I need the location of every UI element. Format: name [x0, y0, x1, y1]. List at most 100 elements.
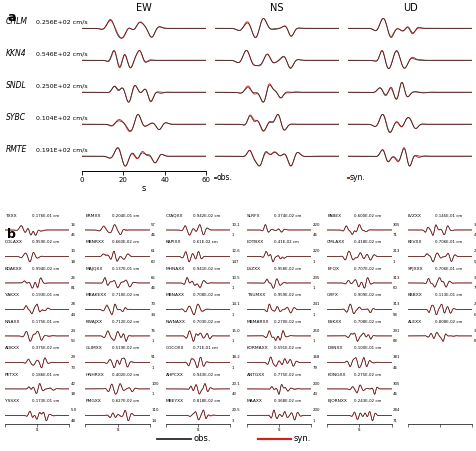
Text: ANTGXX: ANTGXX — [246, 373, 264, 377]
Text: YAKXX: YAKXX — [5, 293, 19, 297]
Text: BJORNXX: BJORNXX — [327, 399, 347, 403]
Text: 79: 79 — [473, 286, 476, 290]
Text: 14: 14 — [151, 419, 156, 423]
Text: 1: 1 — [312, 313, 314, 317]
Text: 0.270E-02 cm: 0.270E-02 cm — [273, 320, 300, 324]
Text: 1: 1 — [151, 339, 153, 343]
Text: 0.707E-02 cm: 0.707E-02 cm — [354, 267, 381, 271]
Text: 147: 147 — [231, 260, 239, 264]
Text: 0.942E-02 cm: 0.942E-02 cm — [193, 214, 220, 218]
Text: 3.45: 3.45 — [473, 276, 476, 280]
Text: 12.6: 12.6 — [231, 249, 240, 253]
Text: 0.41E-02 cm: 0.41E-02 cm — [273, 240, 298, 244]
Text: 76: 76 — [151, 329, 156, 333]
Text: 20.5: 20.5 — [231, 408, 240, 412]
Text: 79: 79 — [312, 366, 317, 370]
Text: BFQX: BFQX — [327, 267, 338, 271]
Text: 0.708E-02 cm: 0.708E-02 cm — [193, 293, 220, 297]
Text: 5.0: 5.0 — [70, 408, 77, 412]
Text: 16: 16 — [70, 223, 75, 227]
Text: 1: 1 — [151, 366, 153, 370]
Text: 43: 43 — [312, 392, 317, 396]
Text: 71: 71 — [392, 419, 397, 423]
Text: 0.775E-02 cm: 0.775E-02 cm — [273, 373, 300, 377]
Text: 43: 43 — [231, 392, 236, 396]
Text: 45: 45 — [70, 233, 75, 237]
Text: 52: 52 — [473, 260, 476, 264]
Text: COLAXX: COLAXX — [5, 240, 22, 244]
Text: 0.191E+02 cm/s: 0.191E+02 cm/s — [35, 147, 87, 152]
Text: 0.256E+02 cm/s: 0.256E+02 cm/s — [35, 19, 87, 24]
Text: 305: 305 — [392, 382, 399, 386]
Text: AHPCXX: AHPCXX — [166, 373, 183, 377]
Text: 0.176E-01 cm: 0.176E-01 cm — [32, 214, 59, 218]
Text: LSZXX: LSZXX — [246, 267, 260, 271]
Text: 0.703E-02 cm: 0.703E-02 cm — [193, 320, 220, 324]
Text: 235: 235 — [312, 276, 319, 280]
Text: obs.: obs. — [193, 434, 210, 443]
Text: 213: 213 — [392, 249, 399, 253]
Text: 0.958E-02 cm: 0.958E-02 cm — [273, 267, 300, 271]
Text: MAJQXX: MAJQXX — [85, 267, 102, 271]
Text: KAPIXX: KAPIXX — [166, 240, 181, 244]
Text: 28: 28 — [70, 302, 75, 306]
Text: 250: 250 — [312, 329, 319, 333]
Text: 2.58: 2.58 — [473, 249, 476, 253]
X-axis label: s: s — [197, 427, 199, 432]
Text: KONGXX: KONGXX — [327, 373, 345, 377]
Text: 0.145E-01 cm: 0.145E-01 cm — [434, 214, 461, 218]
Title: EW: EW — [136, 3, 151, 13]
Text: a: a — [7, 11, 16, 24]
Text: 0.818E-02 cm: 0.818E-02 cm — [193, 399, 220, 403]
X-axis label: s: s — [116, 427, 119, 432]
Text: 71: 71 — [392, 233, 397, 237]
Text: 20.1: 20.1 — [231, 382, 240, 386]
Text: 381: 381 — [392, 355, 399, 359]
Text: HNHRXX: HNHRXX — [85, 373, 104, 377]
Text: 70: 70 — [151, 302, 156, 306]
Text: GLIMXX: GLIMXX — [85, 346, 102, 350]
Text: GRFX: GRFX — [327, 293, 338, 297]
Text: 0.710E-02 cm: 0.710E-02 cm — [112, 293, 139, 297]
Text: 220: 220 — [312, 249, 319, 253]
Text: 1: 1 — [231, 339, 234, 343]
Text: YSSXX: YSSXX — [5, 399, 19, 403]
Text: 0.418E-02 cm: 0.418E-02 cm — [354, 240, 381, 244]
Text: syn.: syn. — [348, 174, 364, 183]
Text: 14.1: 14.1 — [231, 302, 240, 306]
Text: 0.546E+02 cm/s: 0.546E+02 cm/s — [35, 51, 87, 56]
Text: 15.0: 15.0 — [231, 329, 240, 333]
Text: 1: 1 — [231, 233, 234, 237]
Text: RMTE: RMTE — [6, 145, 28, 154]
Text: 53: 53 — [70, 339, 75, 343]
Text: 42: 42 — [70, 382, 75, 386]
Text: SYBC: SYBC — [6, 113, 26, 122]
Text: 0.374E-02 cm: 0.374E-02 cm — [273, 214, 300, 218]
Text: 0.375E-02 cm: 0.375E-02 cm — [32, 346, 59, 350]
Text: 81: 81 — [70, 286, 75, 290]
Text: ALEXX: ALEXX — [407, 320, 421, 324]
Text: 0.909E-02 cm: 0.909E-02 cm — [354, 293, 381, 297]
Text: 24: 24 — [70, 329, 75, 333]
Text: MBNRXX: MBNRXX — [85, 240, 104, 244]
Text: MBMARXX: MBMARXX — [246, 320, 268, 324]
Text: 220: 220 — [312, 223, 319, 227]
X-axis label: s: s — [141, 184, 146, 193]
Text: 0.519E-02 cm: 0.519E-02 cm — [112, 346, 139, 350]
Text: 241: 241 — [312, 302, 319, 306]
Text: 0.600E-02 cm: 0.600E-02 cm — [354, 214, 381, 218]
Text: 200: 200 — [312, 408, 319, 412]
Text: 68: 68 — [473, 339, 476, 343]
Text: 284: 284 — [392, 408, 399, 412]
Title: UD: UD — [402, 3, 416, 13]
Text: 1: 1 — [231, 313, 234, 317]
Text: 0.204E-01 cm: 0.204E-01 cm — [112, 214, 139, 218]
Text: ERMXX: ERMXX — [85, 214, 100, 218]
Text: 0.250E+02 cm/s: 0.250E+02 cm/s — [35, 83, 87, 88]
Text: 200: 200 — [312, 382, 319, 386]
Text: KWAJXX: KWAJXX — [85, 320, 102, 324]
Text: 110: 110 — [151, 408, 159, 412]
Text: SNDL: SNDL — [6, 81, 27, 90]
Text: 91: 91 — [151, 355, 156, 359]
Text: obs.: obs. — [216, 174, 232, 183]
